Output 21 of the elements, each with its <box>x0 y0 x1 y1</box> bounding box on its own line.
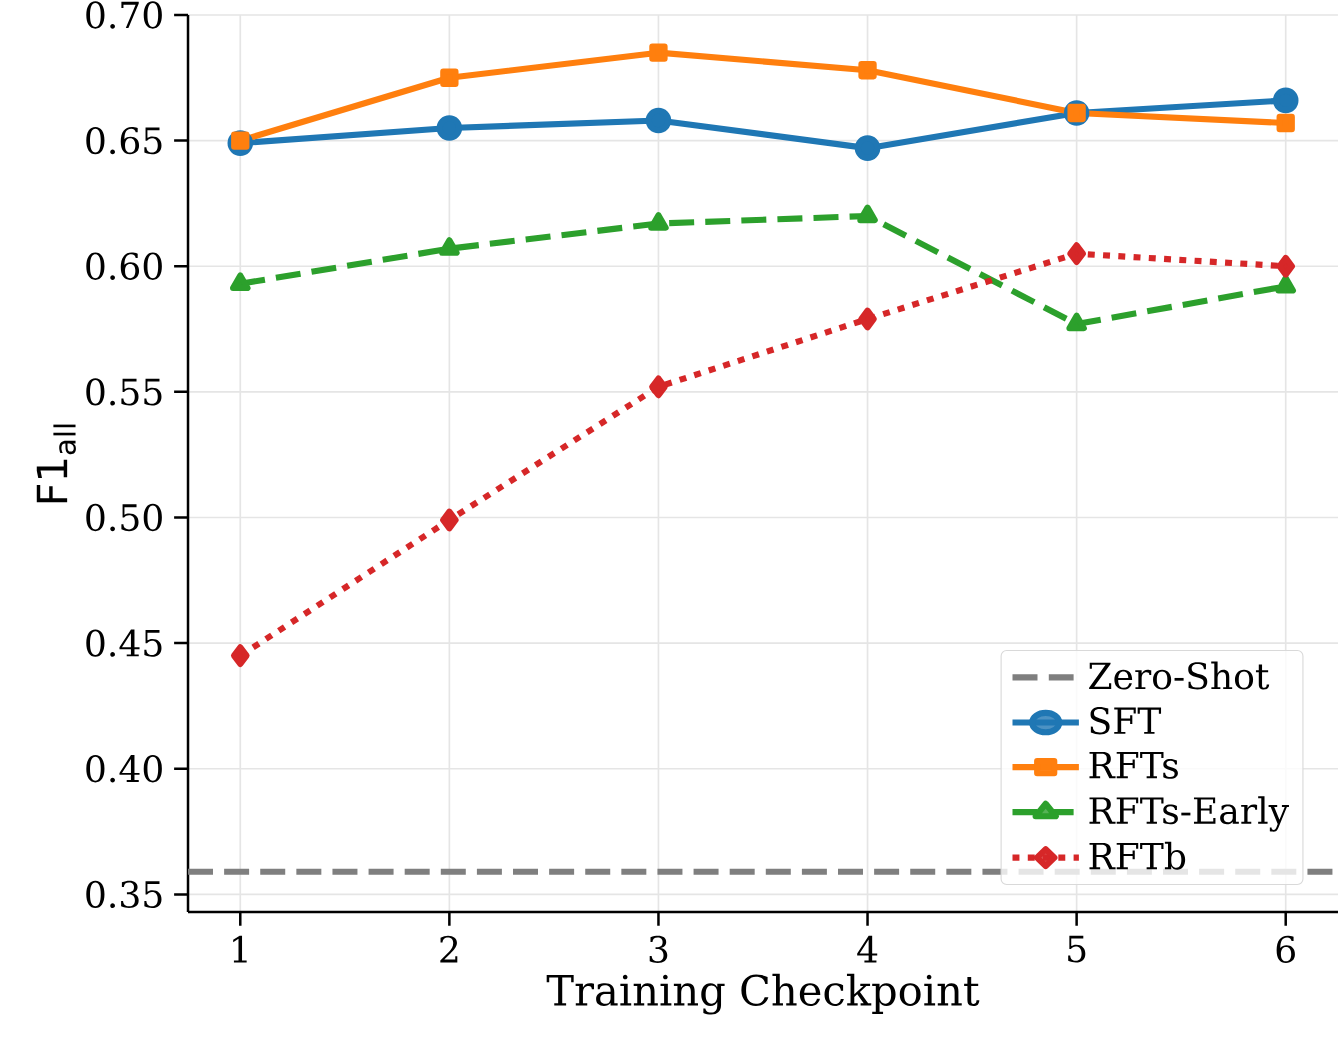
x-axis-title: Training Checkpoint <box>546 973 980 1015</box>
y-tick-label: 0.60 <box>86 252 162 280</box>
x-tick-label: 3 <box>649 935 668 964</box>
y-tick-label: 0.55 <box>86 378 162 406</box>
y-tick-label: 0.50 <box>86 503 162 532</box>
y-tick-label: 0.45 <box>86 629 162 657</box>
legend-label: SFT <box>1090 707 1162 735</box>
y-axis-title: F1$_{all}$ <box>36 424 76 503</box>
y-tick-label: 0.70 <box>86 1 162 29</box>
x-tick-label: 2 <box>440 935 458 963</box>
x-tick-label: 6 <box>1276 935 1295 964</box>
x-tick-label: 1 <box>233 935 247 963</box>
legend-label: RFTb <box>1089 841 1186 870</box>
y-tick-label: 0.65 <box>86 126 162 155</box>
y-tick-label: 0.40 <box>86 755 162 783</box>
y-tick-label: 0.35 <box>86 880 162 909</box>
legend-label: RFTs <box>1089 751 1178 779</box>
x-tick-label: 5 <box>1068 935 1086 963</box>
x-tick-label: 4 <box>857 935 878 963</box>
legend-label: RFTs-Early <box>1089 796 1289 832</box>
legend-label: Zero-Shot <box>1089 661 1270 690</box>
